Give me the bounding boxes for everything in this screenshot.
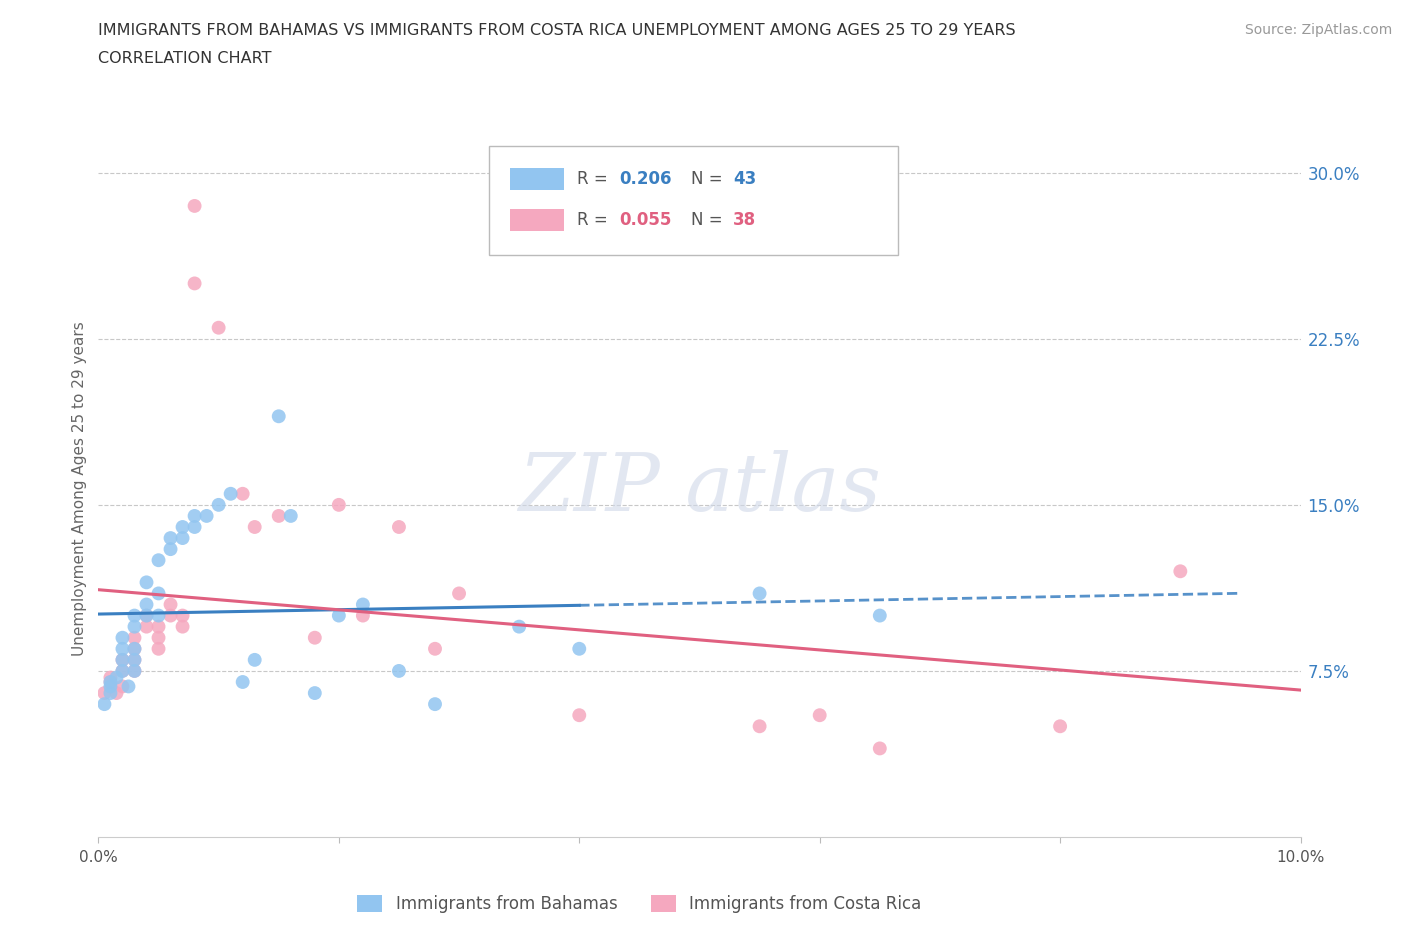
Point (219, 486, 242, 501)
Point (748, 719, 770, 734)
Text: IMMIGRANTS FROM BAHAMAS VS IMMIGRANTS FROM COSTA RICA UNEMPLOYMENT AMONG AGES 25: IMMIGRANTS FROM BAHAMAS VS IMMIGRANTS FR… (98, 23, 1017, 38)
Point (1170, 564, 1192, 578)
Point (159, 541, 181, 556)
Point (748, 586, 770, 601)
Point (111, 631, 134, 645)
Point (135, 597, 157, 612)
Point (388, 520, 411, 535)
Point (243, 520, 266, 535)
Point (100, 674, 122, 689)
Point (388, 663, 411, 678)
Point (111, 642, 134, 657)
Point (135, 608, 157, 623)
Point (328, 498, 350, 512)
Point (1049, 719, 1071, 734)
Point (124, 642, 146, 657)
Point (135, 608, 157, 623)
Text: 0.206: 0.206 (619, 170, 672, 188)
Point (100, 674, 122, 689)
Point (423, 642, 446, 657)
Point (111, 653, 134, 668)
Point (869, 741, 891, 756)
Point (183, 509, 205, 524)
Point (172, 619, 194, 634)
Point (111, 663, 134, 678)
Point (124, 642, 146, 657)
Point (267, 409, 290, 424)
Point (328, 608, 350, 623)
FancyBboxPatch shape (489, 147, 898, 255)
Point (135, 619, 157, 634)
Point (304, 685, 326, 700)
Point (183, 520, 205, 535)
Point (159, 597, 181, 612)
Point (423, 697, 446, 711)
Point (148, 642, 170, 657)
Point (159, 531, 181, 546)
Point (232, 674, 254, 689)
Point (124, 663, 146, 678)
Point (100, 671, 122, 685)
Point (352, 597, 374, 612)
Point (135, 575, 157, 590)
Point (148, 552, 170, 567)
Text: R =: R = (576, 170, 613, 188)
Point (568, 642, 591, 657)
Point (304, 631, 326, 645)
Point (808, 708, 831, 723)
Point (124, 653, 146, 668)
Point (100, 679, 122, 694)
Point (172, 531, 194, 546)
Point (148, 619, 170, 634)
Point (447, 586, 470, 601)
Text: ZIP atlas: ZIP atlas (517, 449, 882, 527)
Point (208, 498, 231, 512)
Text: 0.055: 0.055 (619, 211, 671, 229)
Legend: Immigrants from Bahamas, Immigrants from Costa Rica: Immigrants from Bahamas, Immigrants from… (350, 888, 928, 920)
Point (148, 631, 170, 645)
Point (124, 619, 146, 634)
Point (111, 679, 134, 694)
Point (208, 320, 231, 335)
Point (124, 631, 146, 645)
Point (124, 663, 146, 678)
Point (124, 608, 146, 623)
Point (183, 198, 205, 213)
Text: Source: ZipAtlas.com: Source: ZipAtlas.com (1244, 23, 1392, 37)
Point (93, 697, 115, 711)
Point (195, 509, 218, 524)
Point (280, 509, 302, 524)
Point (159, 608, 181, 623)
Point (124, 653, 146, 668)
Point (105, 671, 128, 685)
Point (111, 653, 134, 668)
Point (172, 520, 194, 535)
Point (869, 608, 891, 623)
Point (148, 608, 170, 623)
Text: N =: N = (692, 170, 728, 188)
Text: 43: 43 (733, 170, 756, 188)
Point (105, 685, 128, 700)
FancyBboxPatch shape (509, 168, 564, 191)
Point (183, 276, 205, 291)
Point (267, 509, 290, 524)
Point (100, 685, 122, 700)
Point (232, 486, 254, 501)
Text: R =: R = (576, 211, 613, 229)
FancyBboxPatch shape (509, 208, 564, 231)
Y-axis label: Unemployment Among Ages 25 to 29 years: Unemployment Among Ages 25 to 29 years (72, 321, 87, 656)
Point (243, 653, 266, 668)
Text: CORRELATION CHART: CORRELATION CHART (98, 51, 271, 66)
Point (148, 586, 170, 601)
Point (117, 679, 139, 694)
Text: 38: 38 (733, 211, 756, 229)
Point (508, 619, 530, 634)
Point (111, 663, 134, 678)
Point (352, 608, 374, 623)
Point (172, 608, 194, 623)
Text: N =: N = (692, 211, 728, 229)
Point (93, 685, 115, 700)
Point (568, 708, 591, 723)
